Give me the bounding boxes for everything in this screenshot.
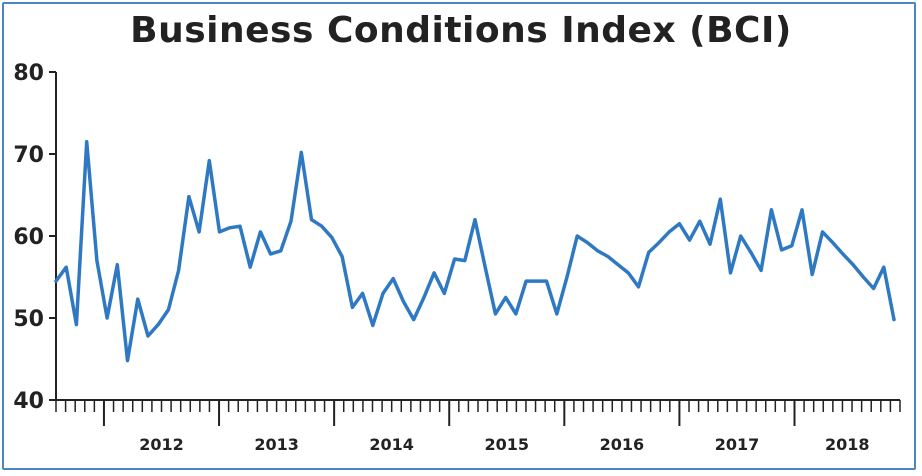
x-year-label: 2017 xyxy=(715,435,760,454)
x-ticks: 2012 2013 2014 2015 2016 2017 2018 xyxy=(55,400,901,454)
x-year-label: 2014 xyxy=(369,435,414,454)
bci-series-line xyxy=(54,139,896,363)
chart-title: Business Conditions Index (BCI) xyxy=(130,10,792,51)
chart-frame xyxy=(2,2,916,470)
y-tick-label: 80 xyxy=(13,61,44,86)
y-tick-label: 50 xyxy=(13,307,44,332)
y-ticks: 40 50 60 70 80 xyxy=(13,61,56,414)
x-year-label: 2012 xyxy=(139,435,184,454)
series-layer xyxy=(54,139,896,363)
x-year-label: 2018 xyxy=(825,435,870,454)
x-year-label: 2016 xyxy=(600,435,645,454)
x-year-label: 2013 xyxy=(254,435,299,454)
y-tick-label: 40 xyxy=(13,389,44,414)
y-tick-label: 60 xyxy=(13,225,44,250)
x-year-label: 2015 xyxy=(485,435,530,454)
y-tick-label: 70 xyxy=(13,143,44,168)
